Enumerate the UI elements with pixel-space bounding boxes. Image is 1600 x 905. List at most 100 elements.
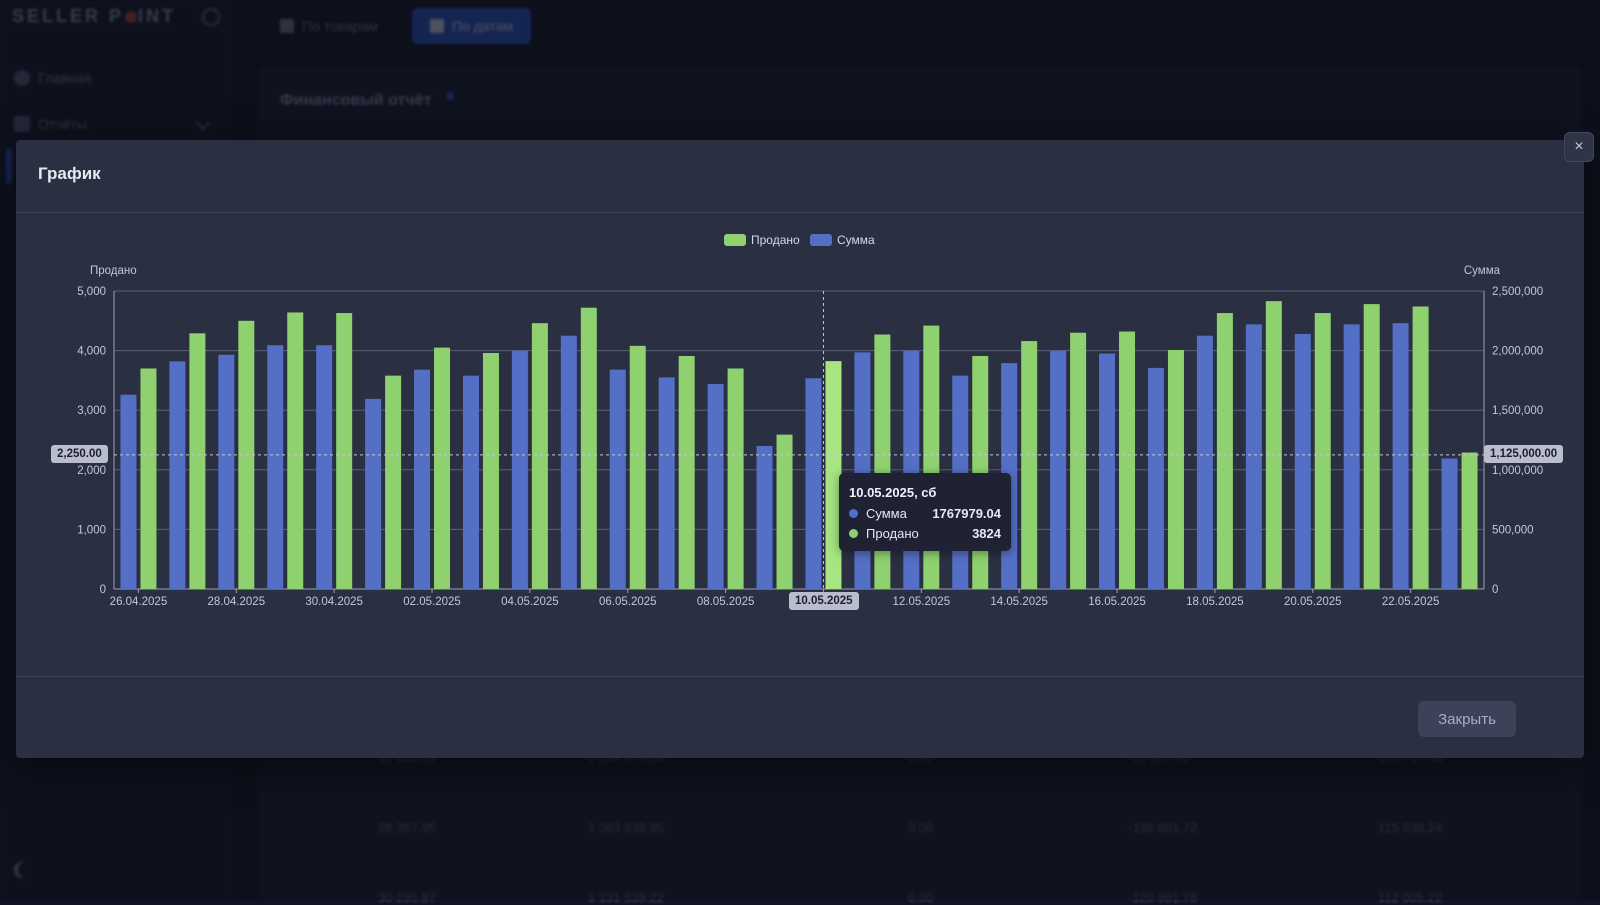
x-tick-label: 18.05.2025 [1186, 596, 1244, 608]
bar-sum[interactable] [707, 383, 724, 589]
bar-sum[interactable] [120, 394, 137, 589]
legend-label-sum: Сумма [837, 233, 875, 247]
info-icon[interactable] [446, 92, 454, 100]
bar-sold[interactable] [336, 313, 353, 589]
bar-sum[interactable] [609, 369, 626, 589]
sidebar-item-reports[interactable]: Отчёты [14, 116, 87, 132]
bar-sum[interactable] [903, 350, 920, 589]
bar-sold[interactable] [287, 312, 304, 589]
y-left-axis-title: Продано [90, 265, 137, 277]
bar-sold[interactable] [776, 434, 793, 589]
bar-sum[interactable] [560, 335, 577, 589]
bar-sum[interactable] [1050, 350, 1067, 589]
y-right-tick-label: 0 [1492, 584, 1498, 596]
legend-label-sold: Продано [751, 233, 800, 247]
x-tick-label: 22.05.2025 [1382, 596, 1440, 608]
bar-sum[interactable] [1245, 324, 1262, 589]
x-tick-label: 08.05.2025 [697, 596, 755, 608]
bar-sum[interactable] [218, 354, 235, 589]
bar-sum[interactable] [414, 369, 431, 589]
grid-icon [14, 116, 30, 132]
x-tick-label: 28.04.2025 [208, 596, 266, 608]
tooltip-row-sum: Сумма 1767979.04 [849, 506, 1001, 521]
bar-sold[interactable] [1070, 332, 1087, 589]
tooltip-row-sold: Продано 3824 [849, 526, 1001, 541]
chart-tooltip: 10.05.2025, сб Сумма 1767979.04 Продано … [839, 473, 1011, 551]
bar-sold[interactable] [1265, 301, 1282, 589]
bar-sold[interactable] [1314, 313, 1331, 589]
dashboard-icon [14, 70, 30, 86]
y-right-tick-label: 1,000,000 [1492, 465, 1543, 477]
y-left-tick-label: 2,000 [77, 465, 106, 477]
bar-sum[interactable] [1392, 323, 1409, 589]
sidebar-item-home[interactable]: Главная [14, 70, 91, 86]
bar-sum[interactable] [1099, 353, 1116, 589]
boxes-icon [280, 19, 294, 33]
bar-sold[interactable] [385, 375, 402, 589]
bar-sold[interactable] [678, 355, 695, 589]
bar-sold[interactable] [140, 368, 157, 589]
table-cell: -136 601.72 [1128, 820, 1198, 835]
table-cell: 1 063 638.95 [588, 820, 664, 835]
bar-sum[interactable] [854, 352, 871, 589]
y-left-tick-label: 3,000 [77, 405, 106, 417]
bar-sold[interactable] [1363, 304, 1380, 589]
series-dot-icon [849, 509, 858, 518]
crosshair-x-label: 10.05.2025 [789, 592, 859, 610]
crosshair-right-value: 1,125,000.00 [1484, 445, 1564, 463]
logo: SELLER P INT [12, 6, 177, 26]
y-right-axis-title: Сумма [1464, 265, 1501, 277]
bar-sold[interactable] [1216, 313, 1233, 589]
tab-by-goods[interactable]: По товарам [262, 8, 396, 44]
close-button[interactable]: Закрыть [1418, 701, 1516, 737]
bar-sum[interactable] [1196, 335, 1213, 589]
table-cell: 115 938.24 [1378, 820, 1443, 835]
logo-dot-icon [125, 11, 138, 24]
bar-sum[interactable] [1343, 324, 1360, 589]
bar-sum[interactable] [169, 361, 186, 589]
bar-sold[interactable] [482, 352, 499, 589]
bar-sum[interactable] [658, 377, 675, 589]
legend-swatch-sum[interactable] [810, 234, 832, 246]
close-icon[interactable]: × [1564, 132, 1594, 162]
bar-sold[interactable] [1412, 306, 1429, 589]
bar-sold[interactable] [629, 345, 646, 589]
x-tick-label: 04.05.2025 [501, 596, 559, 608]
bar-sold[interactable] [434, 347, 451, 589]
series-dot-icon [849, 529, 858, 538]
bar-sold[interactable] [1167, 350, 1184, 589]
legend-swatch-sold[interactable] [724, 234, 746, 246]
x-tick-label: 02.05.2025 [403, 596, 461, 608]
x-tick-label: 14.05.2025 [990, 596, 1048, 608]
bar-sum[interactable] [267, 345, 284, 589]
x-tick-label: 26.04.2025 [110, 596, 168, 608]
bar-sum[interactable] [1294, 333, 1311, 589]
bar-sold[interactable] [580, 307, 597, 589]
bar-sold[interactable] [825, 361, 842, 589]
y-right-tick-label: 2,500,000 [1492, 286, 1543, 298]
y-right-tick-label: 1,500,000 [1492, 405, 1543, 417]
table-cell: 28 267.95 [378, 820, 436, 835]
x-tick-label: 12.05.2025 [893, 596, 951, 608]
bar-sum[interactable] [316, 345, 333, 589]
bar-sum[interactable] [1441, 458, 1458, 589]
bar-sum[interactable] [1147, 367, 1164, 589]
crosshair-left-value: 2,250.00 [51, 445, 108, 463]
tab-by-dates[interactable]: По датам [412, 8, 532, 44]
modal-title: График [38, 164, 101, 183]
bar-sold[interactable] [189, 333, 206, 589]
bar-sold[interactable] [1119, 331, 1136, 589]
y-left-tick-label: 1,000 [77, 524, 106, 536]
sales-chart[interactable]: 0 0 1,000 500,000 2,000 1,000,000 3,000 1,500,0… [16, 140, 1584, 620]
y-left-tick-label: 4,000 [77, 346, 106, 358]
bar-sum[interactable] [365, 398, 382, 589]
bar-sold[interactable] [1021, 341, 1038, 589]
collapse-sidebar-icon[interactable] [202, 8, 220, 26]
bar-sum[interactable] [756, 445, 773, 589]
bar-sum[interactable] [511, 350, 528, 589]
bar-sum[interactable] [805, 378, 822, 589]
bar-sold[interactable] [531, 323, 548, 589]
bar-sold[interactable] [1461, 452, 1478, 589]
bar-sum[interactable] [462, 375, 479, 589]
bar-sold[interactable] [727, 368, 744, 589]
